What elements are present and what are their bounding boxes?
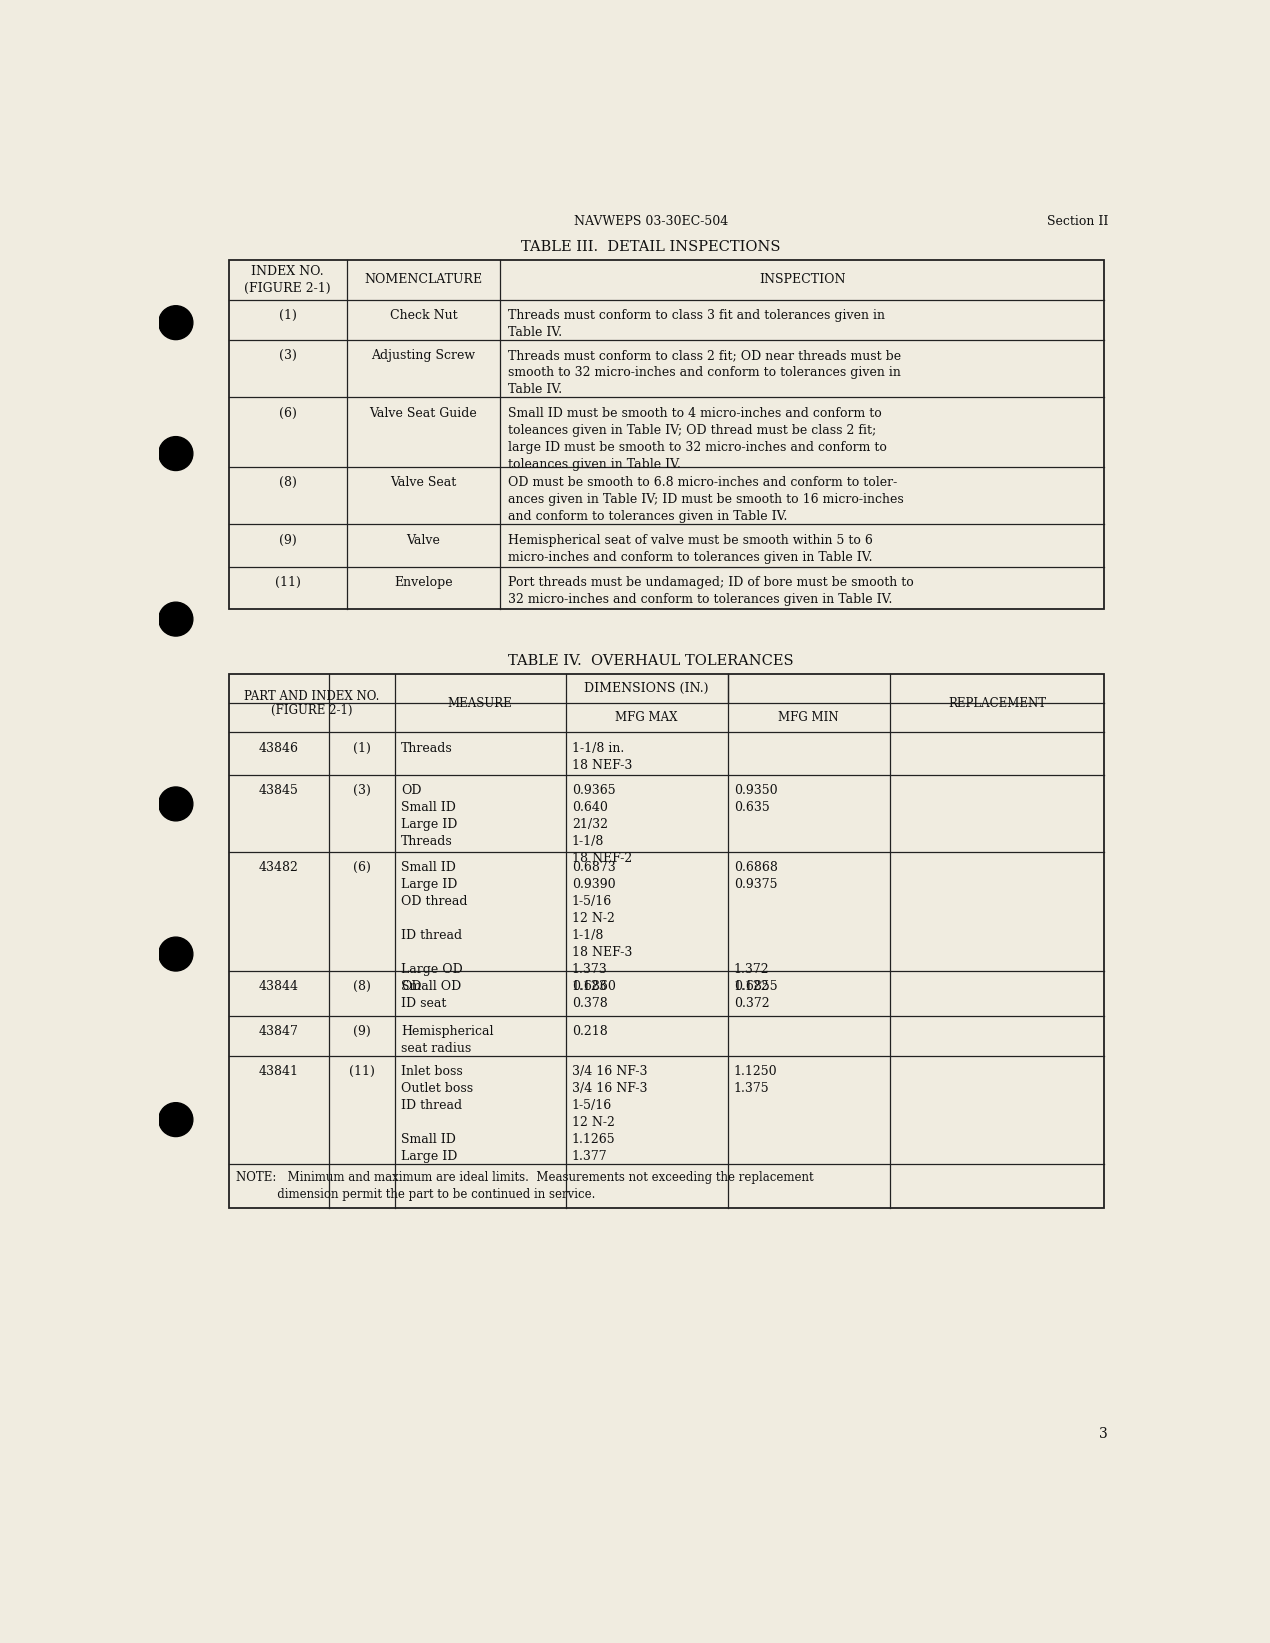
- Circle shape: [159, 937, 193, 971]
- Text: (8): (8): [353, 981, 371, 994]
- Text: (FIGURE 2-1): (FIGURE 2-1): [271, 703, 353, 716]
- Text: (6): (6): [278, 406, 297, 419]
- Text: INDEX NO.
(FIGURE 2-1): INDEX NO. (FIGURE 2-1): [244, 265, 331, 294]
- Text: 1.1250
1.375: 1.1250 1.375: [734, 1065, 777, 1094]
- Text: Threads: Threads: [401, 741, 453, 754]
- Text: PART AND INDEX NO.: PART AND INDEX NO.: [244, 690, 380, 703]
- Text: (9): (9): [278, 534, 296, 547]
- Text: (6): (6): [353, 861, 371, 874]
- Text: 43847: 43847: [259, 1025, 298, 1038]
- Text: OD
ID seat: OD ID seat: [401, 981, 447, 1010]
- Text: Small ID
Large ID
OD thread

ID thread

Large OD
Small OD: Small ID Large ID OD thread ID thread La…: [401, 861, 467, 992]
- Text: TABLE IV.  OVERHAUL TOLERANCES: TABLE IV. OVERHAUL TOLERANCES: [508, 654, 794, 667]
- Text: (3): (3): [353, 784, 371, 797]
- Text: 43846: 43846: [259, 741, 298, 754]
- Text: 0.6868
0.9375




1.372
1.122: 0.6868 0.9375 1.372 1.122: [734, 861, 777, 992]
- Text: 3/4 16 NF-3
3/4 16 NF-3
1-5/16
12 N-2
1.1265
1.377: 3/4 16 NF-3 3/4 16 NF-3 1-5/16 12 N-2 1.…: [572, 1065, 648, 1163]
- Text: MEASURE: MEASURE: [448, 697, 513, 710]
- Text: (9): (9): [353, 1025, 371, 1038]
- Circle shape: [159, 437, 193, 470]
- Text: Hemispherical
seat radius: Hemispherical seat radius: [401, 1025, 494, 1055]
- Text: (11): (11): [349, 1065, 375, 1078]
- Text: Threads must conform to class 2 fit; OD near threads must be
smooth to 32 micro-: Threads must conform to class 2 fit; OD …: [508, 348, 900, 396]
- Bar: [229, 260, 1104, 610]
- Text: 43845: 43845: [259, 784, 298, 797]
- Circle shape: [159, 306, 193, 340]
- Text: MFG MAX: MFG MAX: [616, 711, 678, 725]
- Text: 0.6855
0.372: 0.6855 0.372: [734, 981, 777, 1010]
- Text: MFG MIN: MFG MIN: [779, 711, 839, 725]
- Text: Valve: Valve: [406, 534, 441, 547]
- Text: TABLE III.  DETAIL INSPECTIONS: TABLE III. DETAIL INSPECTIONS: [521, 240, 781, 253]
- Text: 0.6873
0.9390
1-5/16
12 N-2
1-1/8
18 NEF-3
1.373
1.123: 0.6873 0.9390 1-5/16 12 N-2 1-1/8 18 NEF…: [572, 861, 632, 992]
- Text: (11): (11): [274, 577, 301, 588]
- Text: (3): (3): [278, 348, 297, 361]
- Text: 0.9365
0.640
21/32
1-1/8
18 NEF-2: 0.9365 0.640 21/32 1-1/8 18 NEF-2: [572, 784, 632, 864]
- Text: 3: 3: [1100, 1426, 1109, 1441]
- Text: Small ID must be smooth to 4 micro-inches and conform to
toleances given in Tabl: Small ID must be smooth to 4 micro-inche…: [508, 406, 886, 470]
- Text: Adjusting Screw: Adjusting Screw: [371, 348, 475, 361]
- Text: 0.6860
0.378: 0.6860 0.378: [572, 981, 616, 1010]
- Text: 43841: 43841: [259, 1065, 298, 1078]
- Text: 43482: 43482: [259, 861, 298, 874]
- Text: 1-1/8 in.
18 NEF-3: 1-1/8 in. 18 NEF-3: [572, 741, 632, 772]
- Circle shape: [159, 603, 193, 636]
- Text: REPLACEMENT: REPLACEMENT: [947, 697, 1046, 710]
- Circle shape: [159, 787, 193, 822]
- Text: 43844: 43844: [259, 981, 298, 994]
- Text: 0.218: 0.218: [572, 1025, 607, 1038]
- Text: Valve Seat Guide: Valve Seat Guide: [370, 406, 478, 419]
- Text: Envelope: Envelope: [394, 577, 452, 588]
- Text: (1): (1): [278, 309, 297, 322]
- Bar: [229, 674, 1104, 1208]
- Text: NAVWEPS 03-30EC-504: NAVWEPS 03-30EC-504: [574, 215, 728, 228]
- Text: Threads must conform to class 3 fit and tolerances given in
Table IV.: Threads must conform to class 3 fit and …: [508, 309, 885, 338]
- Text: (1): (1): [353, 741, 371, 754]
- Text: DIMENSIONS (IN.): DIMENSIONS (IN.): [584, 682, 709, 695]
- Text: OD must be smooth to 6.8 micro-inches and conform to toler-
ances given in Table: OD must be smooth to 6.8 micro-inches an…: [508, 476, 903, 522]
- Text: OD
Small ID
Large ID
Threads: OD Small ID Large ID Threads: [401, 784, 457, 848]
- Text: Inlet boss
Outlet boss
ID thread

Small ID
Large ID: Inlet boss Outlet boss ID thread Small I…: [401, 1065, 474, 1163]
- Text: Section II: Section II: [1046, 215, 1109, 228]
- Circle shape: [159, 1102, 193, 1137]
- Text: (8): (8): [278, 476, 297, 490]
- Text: 0.9350
0.635: 0.9350 0.635: [734, 784, 777, 813]
- Text: Port threads must be undamaged; ID of bore must be smooth to
32 micro-inches and: Port threads must be undamaged; ID of bo…: [508, 577, 913, 606]
- Text: NOTE:   Minimum and maximum are ideal limits.  Measurements not exceeding the re: NOTE: Minimum and maximum are ideal limi…: [236, 1171, 814, 1201]
- Text: Valve Seat: Valve Seat: [390, 476, 456, 490]
- Text: Check Nut: Check Nut: [390, 309, 457, 322]
- Text: Hemispherical seat of valve must be smooth within 5 to 6
micro-inches and confor: Hemispherical seat of valve must be smoo…: [508, 534, 872, 564]
- Text: NOMENCLATURE: NOMENCLATURE: [364, 273, 483, 286]
- Text: INSPECTION: INSPECTION: [759, 273, 846, 286]
